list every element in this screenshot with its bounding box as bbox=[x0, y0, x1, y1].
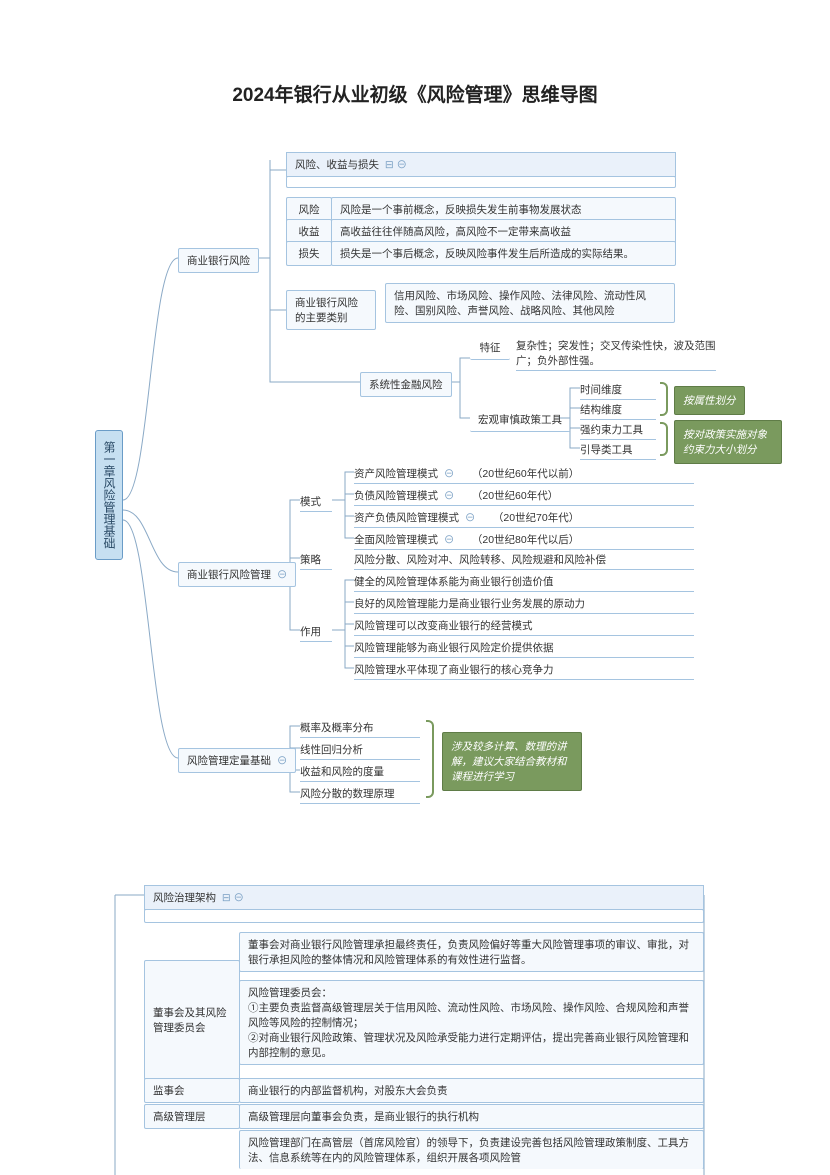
section1-label: 商业银行风险 bbox=[178, 248, 259, 273]
effect-2: 风险管理可以改变商业银行的经营模式 bbox=[354, 616, 694, 636]
effect-4: 风险管理水平体现了商业银行的核心竞争力 bbox=[354, 660, 694, 680]
tool-2: 强约束力工具 bbox=[580, 420, 656, 440]
feat-v: 复杂性；突发性；交叉传染性快，波及范围广；负外部性强。 bbox=[516, 336, 716, 371]
bracket-a bbox=[660, 382, 668, 416]
board-label: 董事会及其风险管理委员会 bbox=[144, 960, 240, 1080]
chap2-header: 风险治理架构 ⊟ ⊖ bbox=[144, 885, 704, 910]
section2-label-text: 商业银行风险管理 bbox=[187, 569, 271, 581]
mode-2-name: 资产负债风险管理模式 bbox=[354, 512, 459, 524]
tool-1: 结构维度 bbox=[580, 400, 656, 420]
spacer-row bbox=[286, 176, 676, 188]
chapter-root: 第一章风险管理基础 bbox=[95, 430, 123, 560]
section1-header: 风险、收益与损失 ⊟ ⊖ bbox=[286, 152, 676, 177]
bracket-q bbox=[426, 720, 434, 798]
senior-v: 高级管理层向董事会负责，是商业银行的执行机构 bbox=[239, 1104, 704, 1129]
collapse-icon[interactable]: ⊖ bbox=[274, 569, 287, 581]
note-a: 按属性划分 bbox=[674, 386, 745, 415]
q-0: 概率及概率分布 bbox=[300, 718, 420, 738]
mode-2-era: （20世纪70年代） bbox=[493, 512, 579, 524]
types-text: 信用风险、市场风险、操作风险、法律风险、流动性风险、国别风险、声誉风险、战略风险… bbox=[385, 283, 675, 323]
mode-3: 全面风险管理模式 ⊖ （20世纪80年代以后） bbox=[354, 530, 694, 550]
q-2: 收益和风险的度量 bbox=[300, 762, 420, 782]
mode-2: 资产负债风险管理模式 ⊖ （20世纪70年代） bbox=[354, 508, 694, 528]
chap2-spacer bbox=[144, 909, 704, 923]
mode-1-era: （20世纪60年代） bbox=[472, 490, 558, 502]
strategy-v: 风险分散、风险对冲、风险转移、风险规避和风险补偿 bbox=[354, 550, 694, 570]
supervisor-k: 监事会 bbox=[144, 1078, 240, 1103]
note-q: 涉及较多计算、数理的讲解，建议大家结合教材和课程进行学习 bbox=[442, 732, 582, 791]
mode-0-era: （20世纪60年代以前） bbox=[472, 468, 579, 480]
collapse-icon[interactable]: ⊟ ⊖ bbox=[219, 892, 244, 904]
mode-3-name: 全面风险管理模式 bbox=[354, 534, 438, 546]
types-label: 商业银行风险的主要类别 bbox=[286, 290, 376, 330]
effect-0: 健全的风险管理体系能为商业银行创造价值 bbox=[354, 572, 694, 592]
q-3: 风险分散的数理原理 bbox=[300, 784, 420, 804]
senior-k: 高级管理层 bbox=[144, 1104, 240, 1129]
tool-0: 时间维度 bbox=[580, 380, 656, 400]
mode-label: 模式 bbox=[300, 492, 332, 512]
tools-label: 宏观审慎政策工具 bbox=[470, 408, 570, 432]
dept-text: 风险管理部门在高管层（首席风险官）的领导下，负责建设完善包括风险管理政策制度、工… bbox=[239, 1130, 704, 1169]
effect-label: 作用 bbox=[300, 622, 332, 642]
mode-0-name: 资产风险管理模式 bbox=[354, 468, 438, 480]
loss-k: 损失 bbox=[286, 241, 332, 266]
feat-k: 特征 bbox=[470, 336, 510, 360]
tool-3: 引导类工具 bbox=[580, 440, 656, 460]
mode-1: 负债风险管理模式 ⊖ （20世纪60年代） bbox=[354, 486, 694, 506]
systemic-label: 系统性金融风险 bbox=[360, 372, 452, 397]
mindmap-page: 2024年银行从业初级《风险管理》思维导图 bbox=[0, 0, 830, 1175]
collapse-icon[interactable]: ⊟ ⊖ bbox=[382, 159, 407, 171]
bracket-b bbox=[660, 422, 668, 456]
mode-1-name: 负债风险管理模式 bbox=[354, 490, 438, 502]
supervisor-v: 商业银行的内部监督机构，对股东大会负责 bbox=[239, 1078, 704, 1103]
effect-1: 良好的风险管理能力是商业银行业务发展的原动力 bbox=[354, 594, 694, 614]
loss-v: 损失是一个事后概念，反映风险事件发生后所造成的实际结果。 bbox=[331, 241, 676, 266]
board-text1: 董事会对商业银行风险管理承担最终责任，负责风险偏好等重大风险管理事项的审议、审批… bbox=[239, 932, 704, 972]
strategy-k: 策略 bbox=[300, 550, 332, 570]
section3-label: 风险管理定量基础 ⊖ bbox=[178, 748, 296, 773]
section3-label-text: 风险管理定量基础 bbox=[187, 755, 271, 767]
effect-3: 风险管理能够为商业银行风险定价提供依据 bbox=[354, 638, 694, 658]
collapse-icon[interactable]: ⊖ bbox=[274, 755, 287, 767]
q-1: 线性回归分析 bbox=[300, 740, 420, 760]
page-title: 2024年银行从业初级《风险管理》思维导图 bbox=[0, 80, 830, 107]
section2-label: 商业银行风险管理 ⊖ bbox=[178, 562, 296, 587]
board-text2: 风险管理委员会： ①主要负责监督高级管理层关于信用风险、流动性风险、市场风险、操… bbox=[239, 980, 704, 1065]
chap2-header-text: 风险治理架构 bbox=[153, 892, 216, 904]
section1-header-text: 风险、收益与损失 bbox=[295, 159, 379, 171]
mode-3-era: （20世纪80年代以后） bbox=[472, 534, 579, 546]
mode-0: 资产风险管理模式 ⊖ （20世纪60年代以前） bbox=[354, 464, 694, 484]
note-b: 按对政策实施对象约束力大小划分 bbox=[674, 420, 782, 464]
